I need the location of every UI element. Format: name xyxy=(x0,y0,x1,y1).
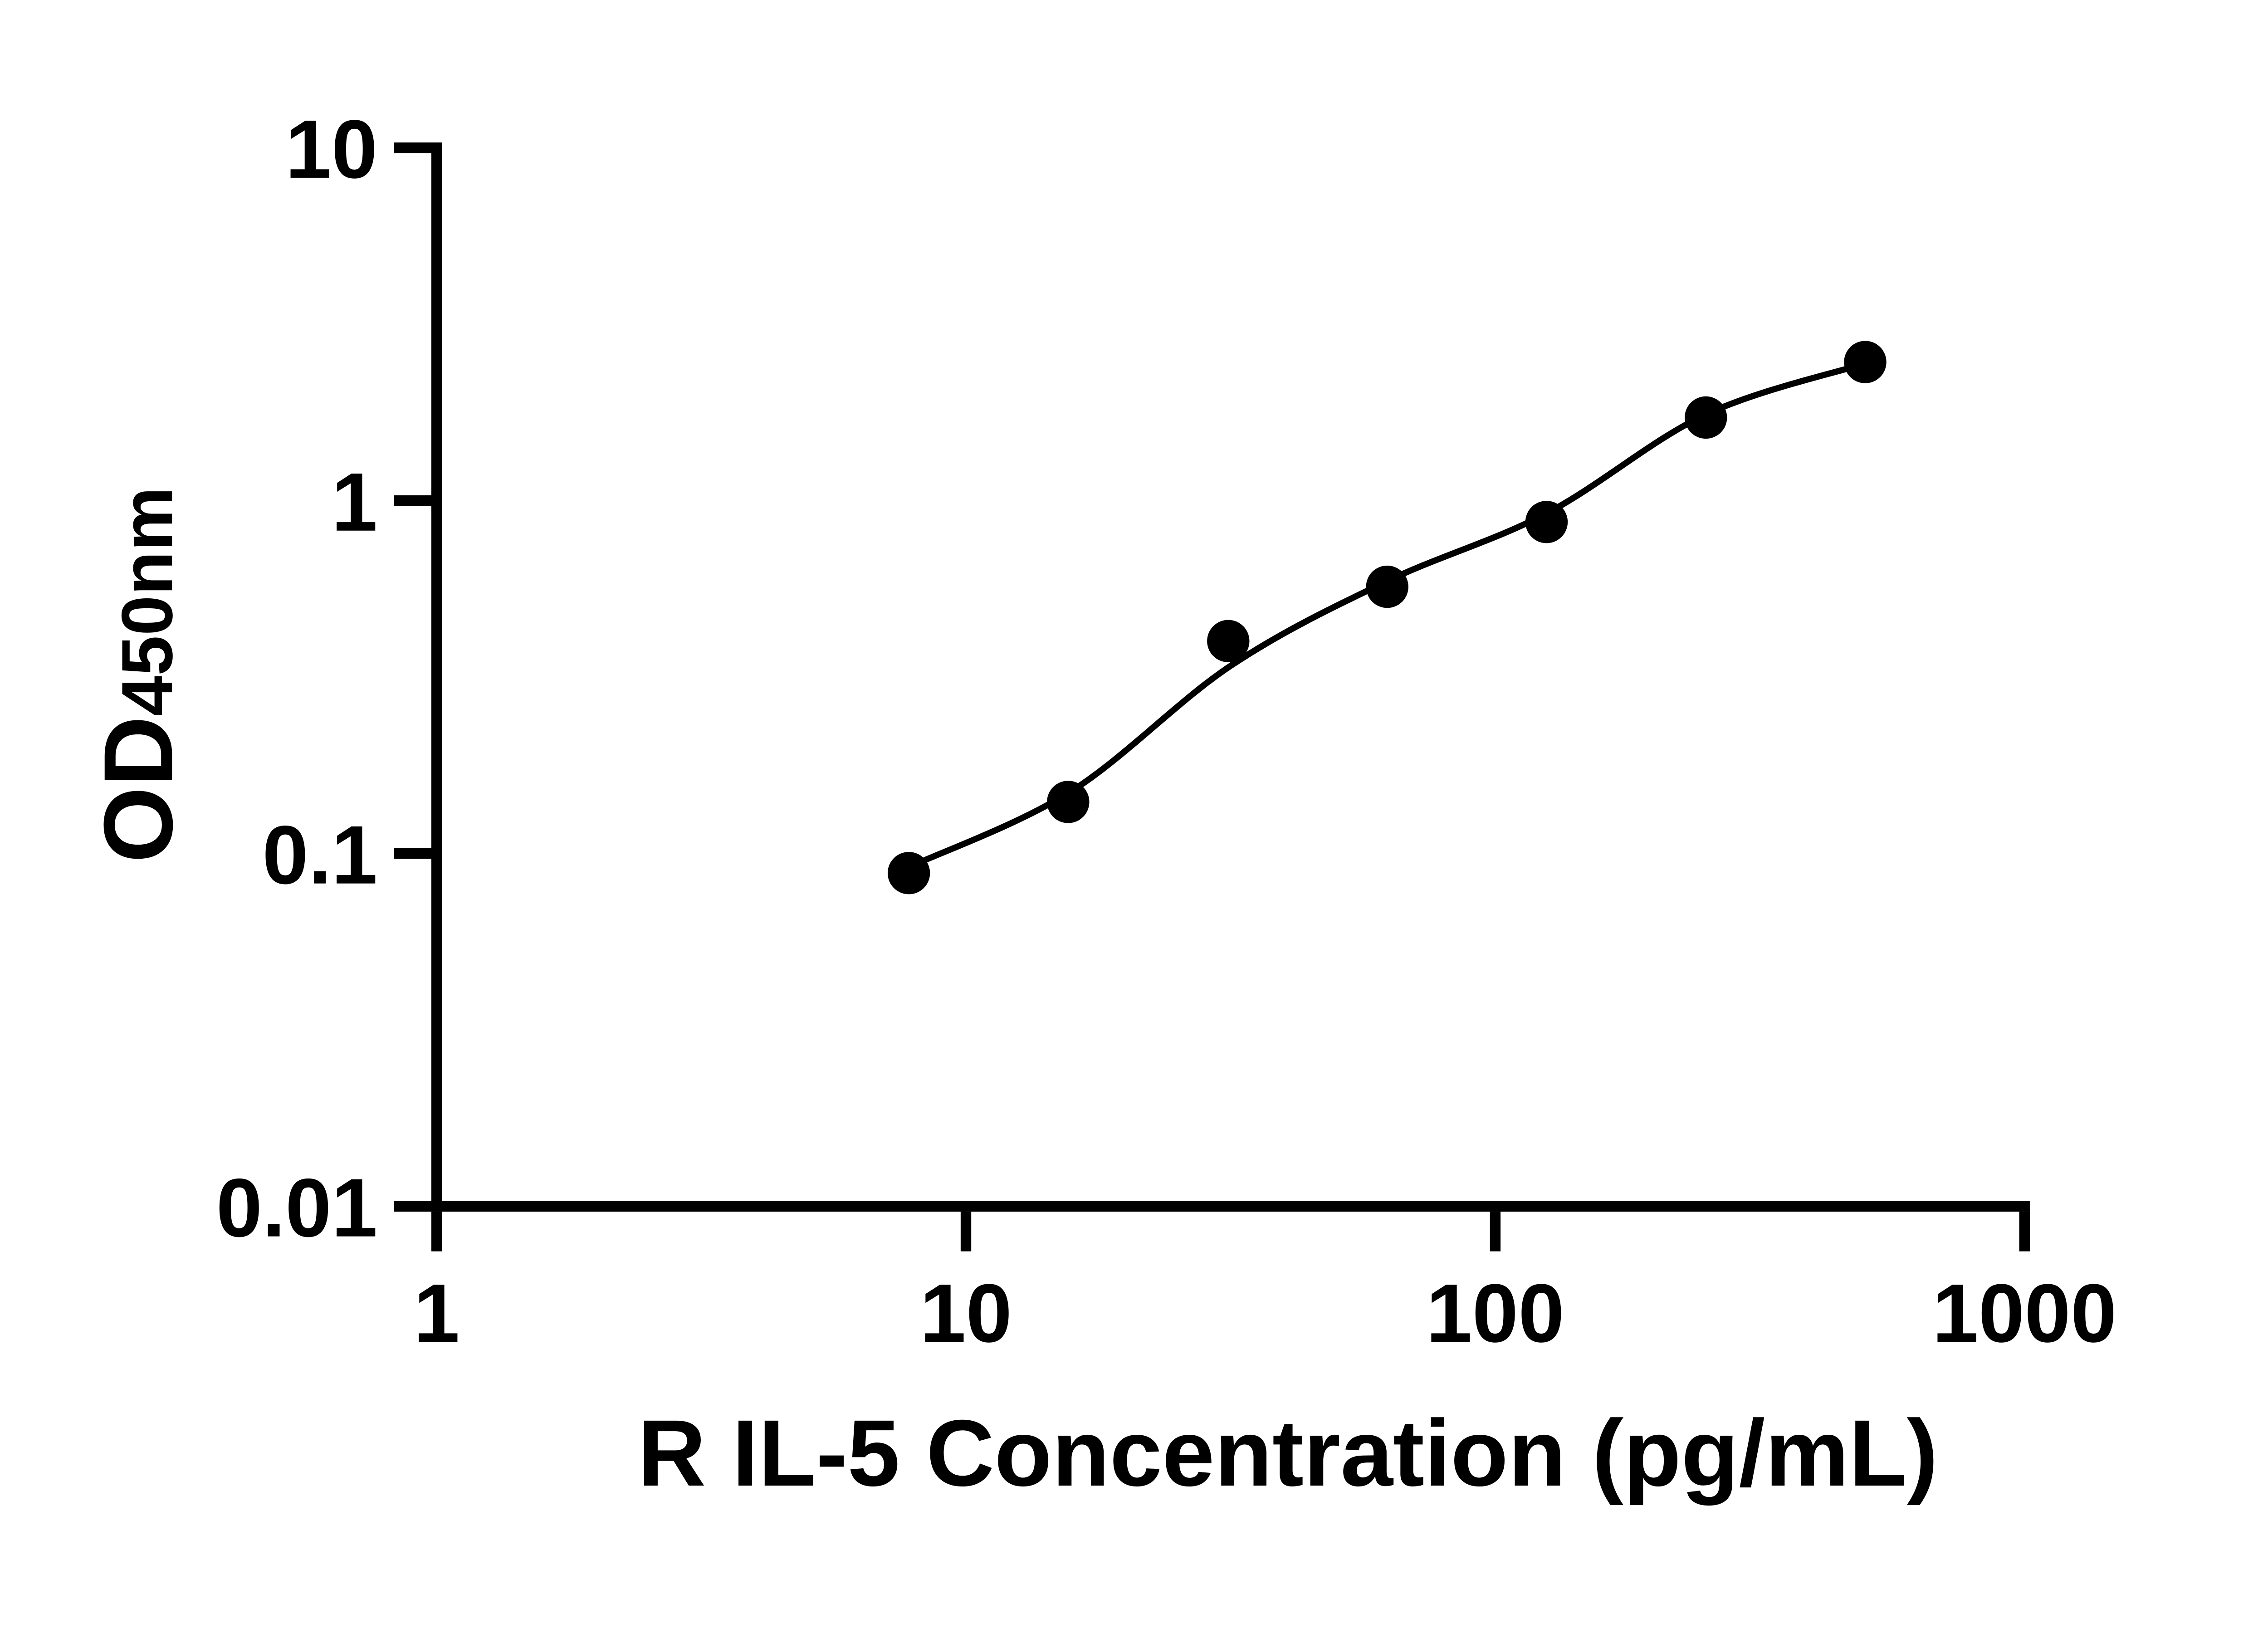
x-axis-title: R IL-5 Concentration (pg/mL) xyxy=(638,1401,1938,1506)
y-tick-label: 1 xyxy=(332,456,378,548)
y-tick-label: 0.1 xyxy=(262,809,377,901)
od-label-main: OD xyxy=(83,716,193,863)
x-tick-label: 10 xyxy=(920,1267,1012,1359)
elisa-standard-curve-figure: 1 10 100 1000 10 1 0.1 0.01 R IL-5 Concentratio… xyxy=(0,0,2268,1588)
y-tick-label: 0.01 xyxy=(216,1162,378,1254)
x-tick-label: 1000 xyxy=(1932,1267,2117,1359)
data-point-marker xyxy=(1525,501,1568,543)
data-point-marker xyxy=(1366,565,1408,608)
x-tick-label: 1 xyxy=(414,1267,460,1359)
standard-curve-chart: 1 10 100 1000 10 1 0.1 0.01 R IL-5 Concentratio… xyxy=(0,0,2268,1588)
od-label-subscript: 450nm xyxy=(107,487,187,716)
data-point-marker xyxy=(1685,396,1727,439)
x-tick-label: 100 xyxy=(1426,1267,1564,1359)
y-tick-label: 10 xyxy=(285,103,377,196)
plot-background xyxy=(0,0,2268,1588)
plot-area: 1 10 100 1000 10 1 0.1 0.01 xyxy=(216,103,2117,1359)
data-point-marker xyxy=(887,852,930,895)
y-axis-title: OD450nm xyxy=(83,487,193,863)
data-point-marker xyxy=(1207,620,1250,662)
data-point-marker xyxy=(1047,781,1090,823)
data-point-marker xyxy=(1844,341,1887,383)
